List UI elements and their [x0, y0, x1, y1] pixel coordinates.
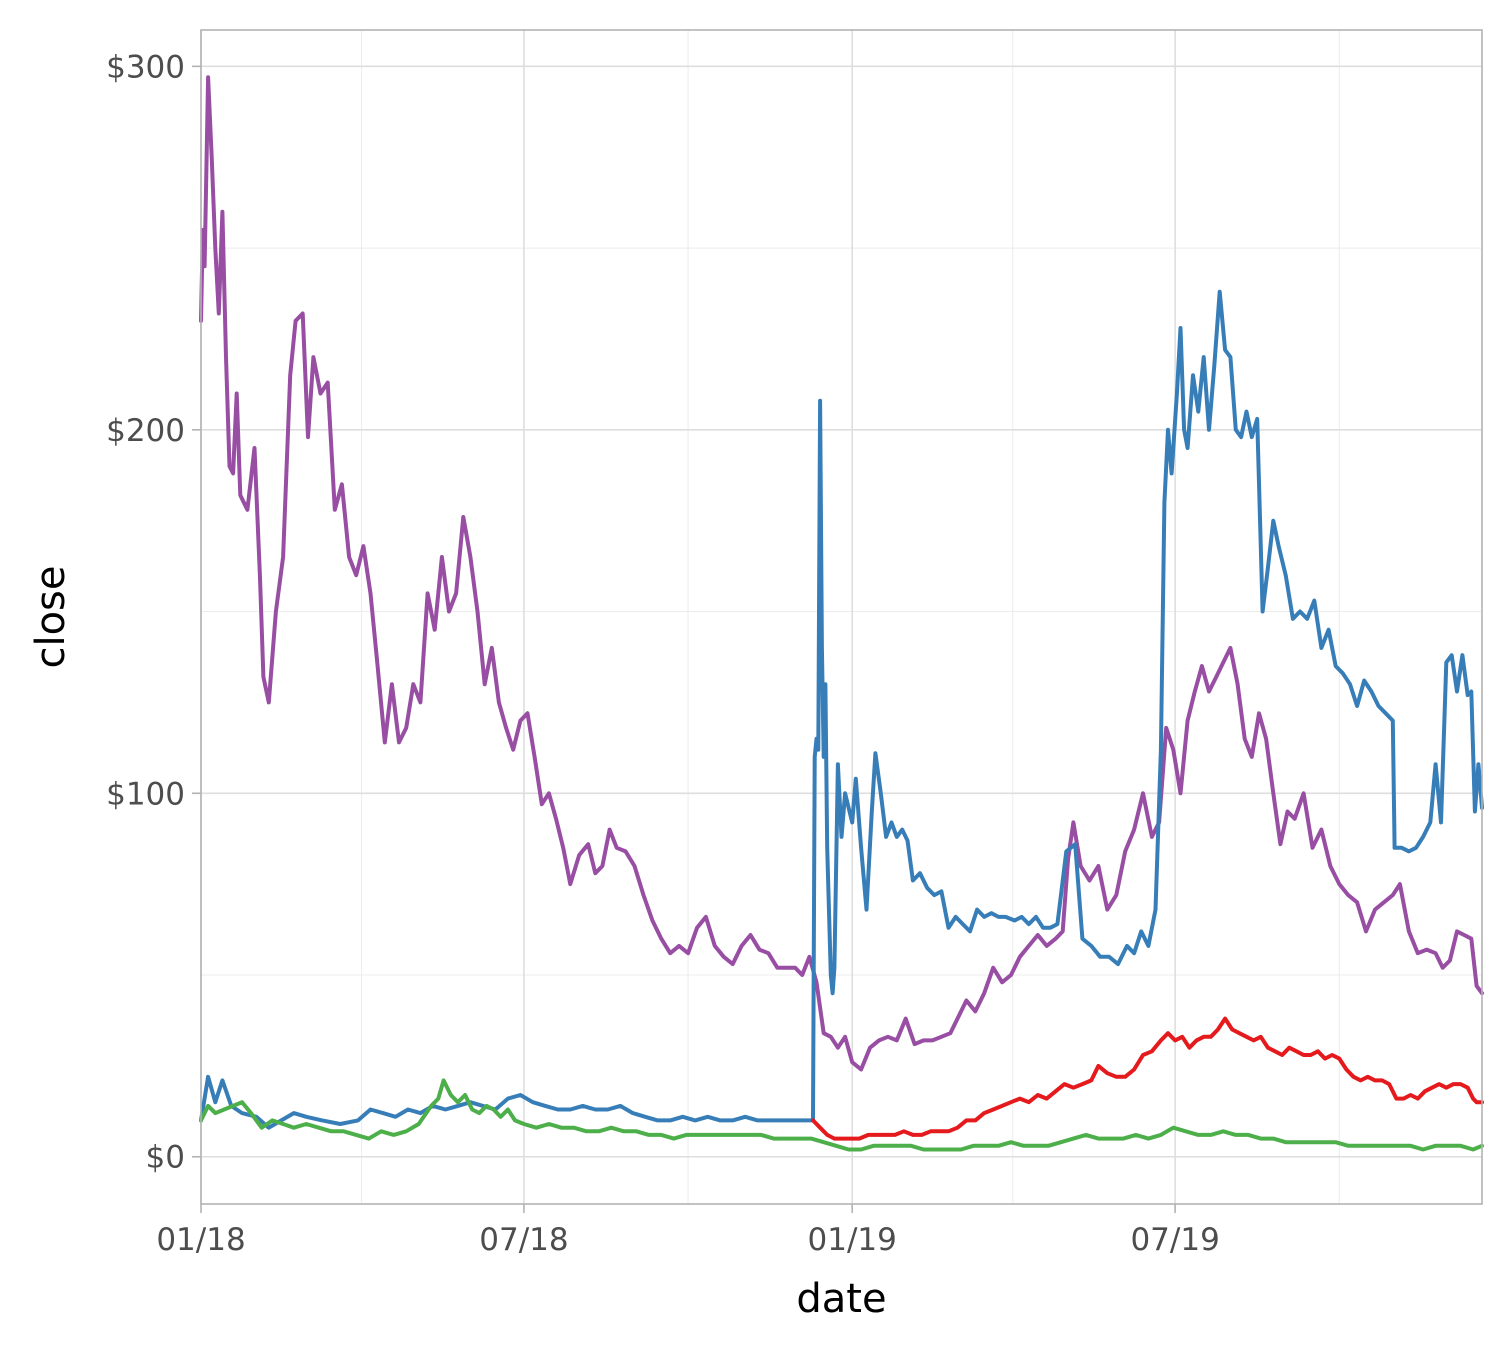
- y-tick-label: $200: [106, 413, 185, 449]
- panel-border: [200, 29, 1483, 1205]
- series-line-3: [199, 1078, 1484, 1152]
- x-tick-label: 01/19: [808, 1222, 897, 1258]
- major-gridlines: [200, 30, 1482, 1204]
- x-axis: 01/18 07/18 01/19 07/19: [156, 1204, 1220, 1258]
- y-axis-title: close: [28, 565, 74, 668]
- x-axis-title: date: [796, 1276, 886, 1322]
- minor-gridlines: [201, 30, 1482, 1204]
- y-axis: $0 $100 $200 $300: [106, 49, 201, 1176]
- y-tick-label: $100: [106, 776, 185, 812]
- series-line-4: [811, 1016, 1484, 1141]
- series-layer: [199, 75, 1484, 1152]
- x-tick-label: 07/19: [1130, 1222, 1219, 1258]
- x-tick-label: 07/18: [479, 1222, 568, 1258]
- y-tick-label: $0: [146, 1140, 185, 1176]
- y-tick-label: $300: [106, 49, 185, 85]
- series-line-2: [199, 289, 1484, 1130]
- x-tick-label: 01/18: [156, 1222, 245, 1258]
- series-line-1: [199, 75, 1484, 1072]
